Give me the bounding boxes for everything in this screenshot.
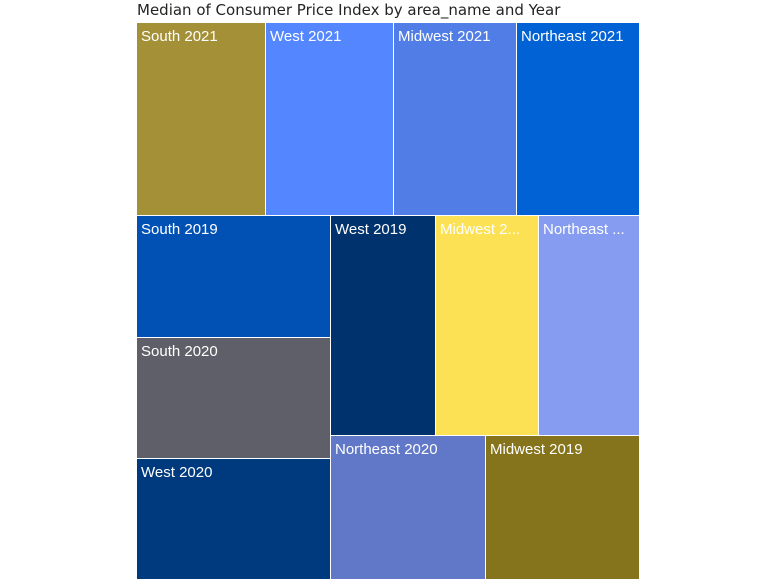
tile-label: West 2021	[270, 28, 342, 45]
tile-label: South 2019	[141, 221, 218, 238]
treemap-tile[interactable]: South 2019	[136, 215, 331, 338]
tile-label: Midwest 2...	[440, 221, 521, 238]
tile-label: West 2020	[141, 464, 213, 481]
tile-label: Midwest 2021	[398, 28, 491, 45]
tile-label: Northeast 2021	[521, 28, 624, 45]
chart-title: Median of Consumer Price Index by area_n…	[137, 1, 561, 19]
treemap-tile[interactable]: Midwest 2021	[393, 22, 517, 216]
tile-label: Northeast ...	[543, 221, 625, 238]
treemap-tile[interactable]: West 2021	[265, 22, 394, 216]
tile-label: Midwest 2019	[490, 441, 583, 458]
treemap-tile[interactable]: Northeast 2021	[516, 22, 640, 216]
tile-label: Northeast 2020	[335, 441, 438, 458]
treemap-tile[interactable]: South 2021	[136, 22, 266, 216]
treemap-tile[interactable]: Midwest 2019	[485, 435, 640, 580]
treemap-tile[interactable]: Northeast 2020	[330, 435, 486, 580]
treemap-tile[interactable]: West 2019	[330, 215, 436, 436]
tile-label: West 2019	[335, 221, 407, 238]
tile-label: South 2021	[141, 28, 218, 45]
treemap-tile[interactable]: West 2020	[136, 458, 331, 580]
tile-label: South 2020	[141, 343, 218, 360]
treemap-tile[interactable]: South 2020	[136, 337, 331, 459]
treemap-tile[interactable]: Northeast ...	[538, 215, 640, 436]
treemap-tile[interactable]: Midwest 2...	[435, 215, 539, 436]
